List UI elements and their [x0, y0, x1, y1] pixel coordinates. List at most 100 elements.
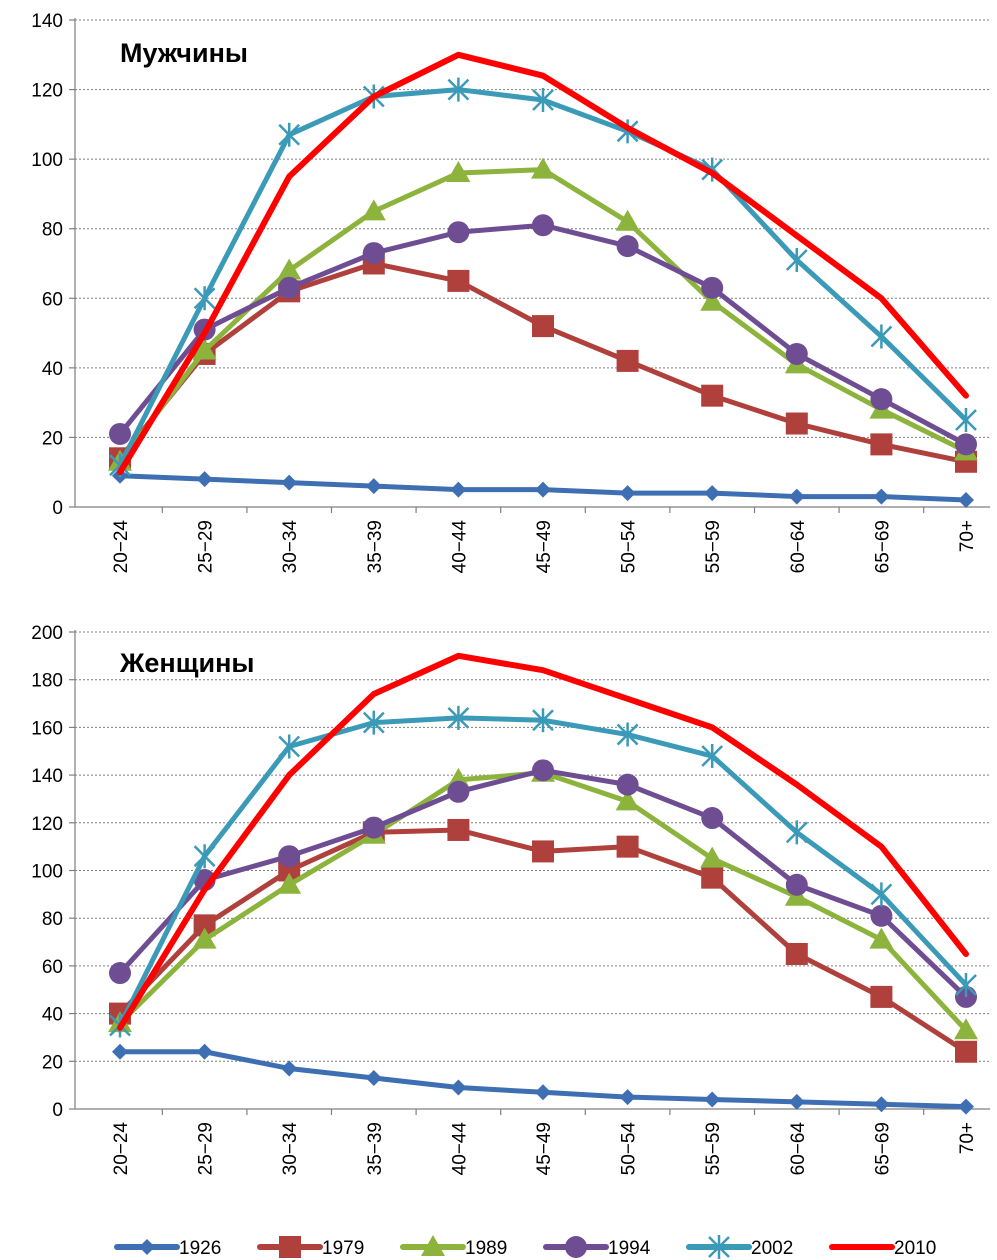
- data-point-1994: [447, 221, 470, 244]
- data-point-1979: [870, 433, 893, 456]
- data-point-1979: [193, 914, 216, 937]
- data-point-1979: [616, 835, 639, 858]
- data-point-1989: [954, 1018, 978, 1040]
- x-tick-label: 40−44: [449, 1122, 470, 1176]
- data-point-1989: [446, 161, 471, 183]
- data-point-1926: [958, 492, 974, 509]
- x-tick-label: 25−29: [196, 520, 217, 573]
- legend-item-1989: 1989: [400, 1235, 507, 1259]
- legend-item-2002: 2002: [686, 1235, 793, 1259]
- data-point-1989: [615, 209, 640, 231]
- data-point-1926: [788, 488, 805, 505]
- x-tick-label: 35−39: [365, 520, 386, 573]
- data-point-1926: [196, 471, 213, 488]
- y-tick-label: 20: [42, 1052, 63, 1073]
- data-point-1979: [701, 384, 724, 407]
- y-tick-label: 100: [31, 862, 63, 883]
- y-tick-label: 120: [31, 814, 63, 835]
- y-tick-label: 60: [42, 289, 63, 310]
- data-point-1989: [192, 338, 217, 360]
- series-2010: [117, 51, 969, 476]
- data-point-1979: [532, 840, 554, 863]
- data-point-1979: [785, 942, 808, 965]
- x-tick-label: 70+: [957, 520, 978, 552]
- data-point-1979: [785, 412, 808, 435]
- data-point-2002: [447, 705, 470, 730]
- data-point-1926: [958, 1098, 974, 1115]
- data-point-2002: [278, 734, 301, 759]
- legend-label: 1994: [608, 1238, 651, 1259]
- x-tick-label: 20−24: [111, 1122, 132, 1176]
- x-tick-label: 40−44: [449, 520, 470, 574]
- series-line-2010: [117, 652, 969, 1031]
- data-point-1994: [870, 388, 893, 411]
- data-point-1989: [192, 927, 217, 949]
- data-point-1994: [532, 214, 554, 237]
- data-point-1926: [365, 478, 382, 495]
- data-point-1994: [109, 962, 131, 985]
- data-point-1994: [955, 433, 977, 456]
- data-point-1994: [701, 276, 724, 299]
- x-tick-label: 55−59: [703, 1122, 724, 1175]
- y-tick-label: 40: [42, 359, 63, 380]
- data-point-1979: [532, 315, 554, 338]
- x-tick-label: 60−64: [788, 1122, 809, 1176]
- series-line-1979: [117, 261, 969, 465]
- data-point-1926: [535, 1084, 551, 1101]
- data-point-1994: [701, 807, 724, 830]
- y-tick-label: 180: [31, 671, 63, 692]
- data-point-1989: [700, 846, 725, 868]
- data-point-1994: [785, 342, 808, 365]
- data-point-2002: [193, 286, 216, 311]
- data-point-1989: [700, 289, 725, 311]
- data-point-1989: [531, 157, 555, 179]
- y-tick-label: 100: [31, 150, 63, 171]
- data-point-2002: [362, 710, 385, 735]
- data-point-2002: [532, 88, 554, 113]
- data-point-1926: [450, 1079, 467, 1096]
- y-tick-label: 120: [31, 81, 63, 102]
- x-tick-label: 35−39: [365, 1122, 386, 1175]
- data-point-1994: [278, 845, 301, 868]
- data-point-1994: [616, 235, 639, 258]
- legend: 1926 1979 1989 1994 2002 2010: [114, 1235, 936, 1259]
- series-1926: [112, 1043, 974, 1115]
- data-point-2002: [785, 820, 808, 845]
- x-tick-label: 50−54: [619, 1122, 640, 1176]
- legend-marker: [708, 1235, 730, 1259]
- data-point-1994: [447, 780, 470, 803]
- legend-label: 2002: [751, 1238, 793, 1259]
- chart-title-men: Мужчины: [120, 38, 248, 68]
- data-point-1994: [532, 759, 554, 782]
- data-point-1979: [616, 349, 639, 372]
- x-tick-label: 25−29: [196, 1122, 217, 1175]
- data-point-1989: [869, 927, 894, 949]
- data-point-1979: [955, 1040, 977, 1063]
- series-2002: [109, 77, 977, 478]
- data-point-2002: [616, 722, 639, 747]
- data-point-2002: [955, 972, 977, 997]
- legend-item-1994: 1994: [543, 1236, 651, 1259]
- legend-marker: [421, 1235, 445, 1256]
- y-tick-label: 40: [42, 1005, 63, 1026]
- data-point-1926: [873, 1096, 890, 1113]
- data-point-2002: [532, 708, 554, 733]
- y-tick-label: 140: [31, 11, 63, 32]
- legend-label: 1926: [179, 1238, 221, 1259]
- data-point-1979: [447, 818, 470, 841]
- series-1979: [109, 818, 977, 1063]
- data-point-2002: [785, 248, 808, 273]
- chart-women: Женщины 0 20 40 60 80 100 120 140 160 180 200 20−24…: [31, 623, 990, 1176]
- data-point-1994: [362, 816, 385, 839]
- data-point-1926: [704, 1091, 721, 1108]
- legend-marker: [565, 1236, 587, 1258]
- data-point-2002: [955, 408, 977, 433]
- series-2010: [117, 652, 969, 1031]
- legend-label: 1989: [465, 1238, 507, 1259]
- series-1979: [109, 252, 977, 473]
- x-tick-label: 45−49: [534, 1122, 555, 1175]
- data-point-1989: [615, 789, 640, 811]
- chart-title-women: Женщины: [119, 648, 254, 678]
- y-tick-label: 0: [52, 1100, 63, 1121]
